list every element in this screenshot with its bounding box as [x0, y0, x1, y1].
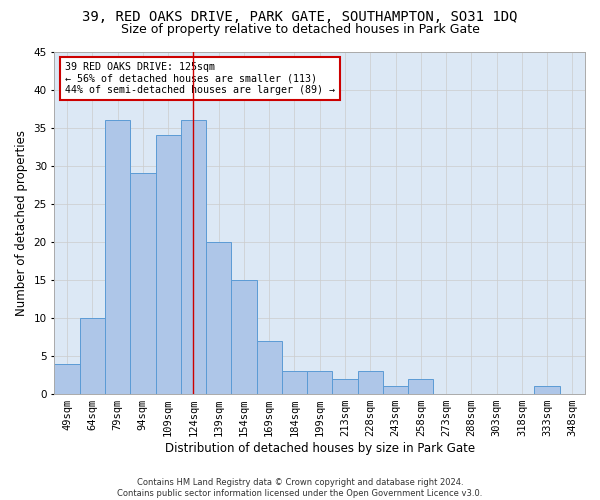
Text: 39 RED OAKS DRIVE: 125sqm
← 56% of detached houses are smaller (113)
44% of semi: 39 RED OAKS DRIVE: 125sqm ← 56% of detac… [65, 62, 335, 95]
Bar [206, 242, 231, 394]
Text: Contains HM Land Registry data © Crown copyright and database right 2024.
Contai: Contains HM Land Registry data © Crown c… [118, 478, 482, 498]
Bar [358, 371, 383, 394]
Bar [257, 341, 282, 394]
Bar [231, 280, 257, 394]
Y-axis label: Number of detached properties: Number of detached properties [15, 130, 28, 316]
Bar [130, 174, 155, 394]
Bar [55, 364, 80, 394]
Text: Size of property relative to detached houses in Park Gate: Size of property relative to detached ho… [121, 22, 479, 36]
Bar [282, 371, 307, 394]
Bar [307, 371, 332, 394]
Bar [332, 379, 358, 394]
Bar [383, 386, 408, 394]
Bar [535, 386, 560, 394]
Bar [408, 379, 433, 394]
Bar [155, 135, 181, 394]
Bar [105, 120, 130, 394]
Text: 39, RED OAKS DRIVE, PARK GATE, SOUTHAMPTON, SO31 1DQ: 39, RED OAKS DRIVE, PARK GATE, SOUTHAMPT… [82, 10, 518, 24]
Bar [80, 318, 105, 394]
Bar [181, 120, 206, 394]
X-axis label: Distribution of detached houses by size in Park Gate: Distribution of detached houses by size … [164, 442, 475, 455]
